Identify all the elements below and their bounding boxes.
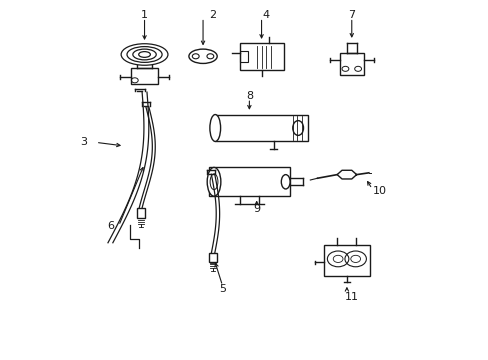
Text: 5: 5 (219, 284, 225, 294)
Ellipse shape (281, 175, 289, 189)
Text: 11: 11 (344, 292, 358, 302)
Text: 1: 1 (141, 10, 148, 20)
Text: 3: 3 (80, 138, 87, 147)
Text: 2: 2 (209, 10, 216, 20)
Text: 8: 8 (245, 91, 252, 101)
Text: 10: 10 (372, 186, 386, 197)
Text: 6: 6 (107, 221, 114, 231)
Text: 7: 7 (347, 10, 355, 20)
Text: 4: 4 (263, 10, 269, 20)
Ellipse shape (209, 114, 220, 141)
Ellipse shape (207, 167, 221, 196)
Text: 9: 9 (253, 204, 260, 215)
Ellipse shape (292, 121, 303, 135)
